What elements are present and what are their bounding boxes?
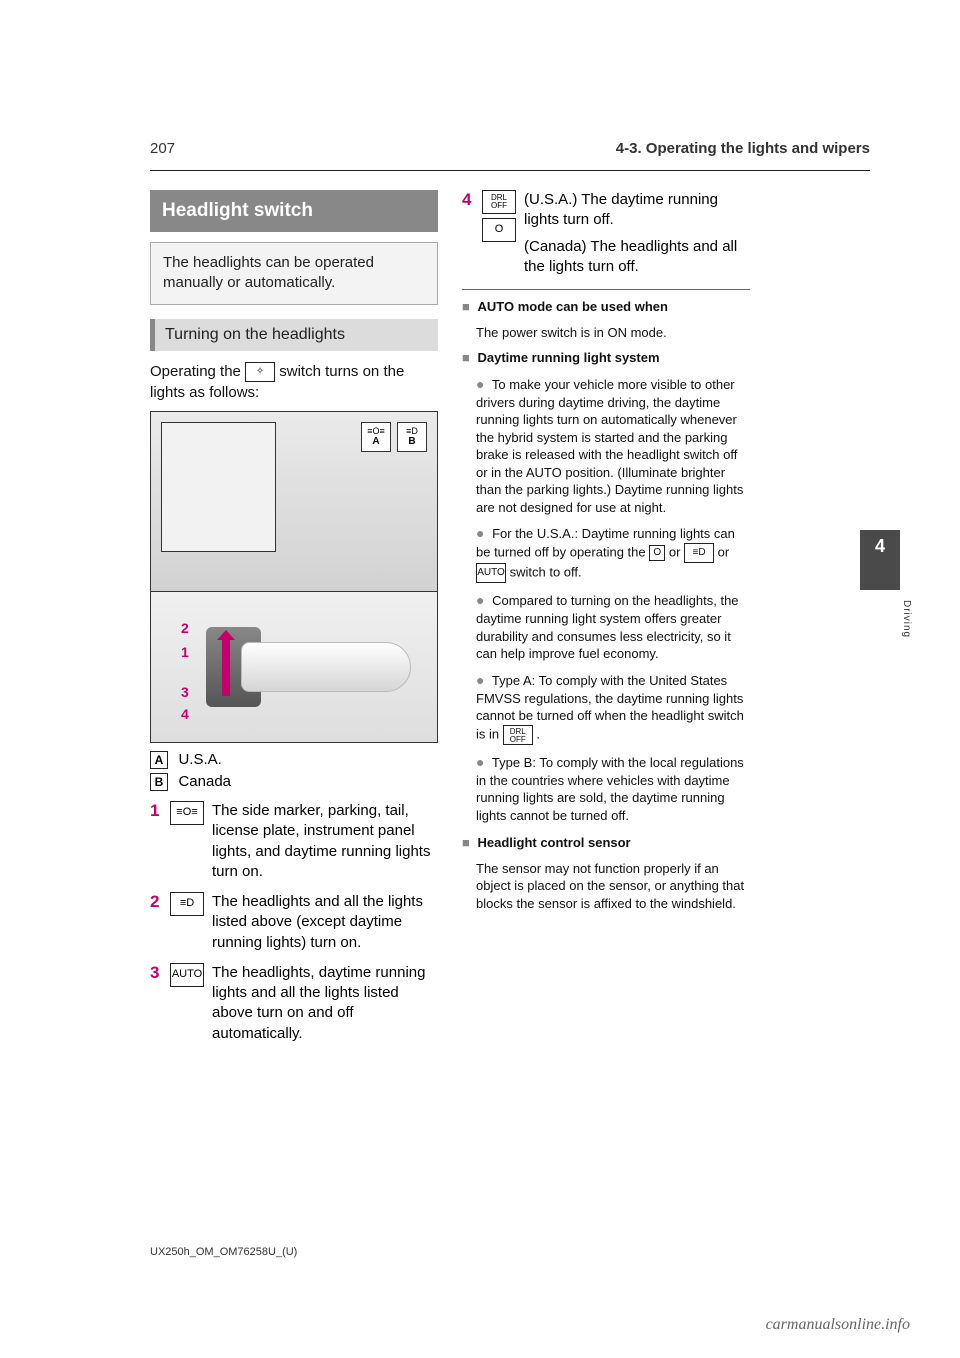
- dot-bullet-icon: ●: [476, 672, 484, 688]
- square-bullet-icon: ■: [462, 350, 470, 365]
- auto-mode-body: The power switch is in ON mode.: [476, 324, 750, 342]
- off-circle-icon: O: [649, 545, 665, 561]
- chapter-tab-caption: Driving: [901, 600, 912, 638]
- chapter-tab-number: 4: [860, 536, 900, 557]
- drl-off-icon: DRL OFF: [482, 190, 516, 214]
- label-usa: U.S.A.: [178, 751, 221, 768]
- light-icon: ✧: [245, 362, 275, 382]
- off-circle-icon: O: [482, 218, 516, 242]
- sensor-title: Headlight control sensor: [477, 835, 630, 850]
- figure-badge-a: ≡O≡ A: [361, 422, 391, 452]
- drl-heading: ■ Daytime running light system: [462, 349, 750, 367]
- figure-inset: [161, 422, 276, 552]
- figure-label-2: 2: [181, 620, 189, 636]
- list-item-1: 1 ≡O≡ The side marker, parking, tail, li…: [150, 801, 438, 882]
- compliance-a-tail: .: [536, 726, 540, 741]
- headlight-icon: ≡D: [170, 892, 204, 916]
- item-2-num: 2: [150, 892, 166, 953]
- square-bullet-icon: ■: [462, 835, 470, 850]
- dot-bullet-icon: ●: [476, 525, 484, 541]
- lead-text: Operating the ✧ switch turns on the ligh…: [150, 361, 438, 403]
- badge-b-letter: B: [398, 436, 426, 447]
- figure-badge-b: ≡D B: [397, 422, 427, 452]
- item-4-num: 4: [462, 190, 478, 277]
- right-column: 4 DRL OFF O (U.S.A.) The daytime running…: [462, 190, 750, 1048]
- page-number: 207: [150, 140, 175, 157]
- stalk-shape: [241, 642, 411, 692]
- figure-label-4: 4: [181, 706, 189, 722]
- dot-bullet-icon: ●: [476, 376, 484, 392]
- subsection-title: Turning on the headlights: [150, 319, 438, 351]
- compliance-b-text: Type B: To comply with the local regulat…: [476, 755, 744, 823]
- headlight-icon: ≡D: [684, 543, 714, 563]
- badge-a-glyph: ≡O≡: [362, 426, 390, 436]
- item-2-text: The headlights and all the lights listed…: [212, 893, 423, 951]
- drl-title: Daytime running light system: [477, 350, 659, 365]
- drl-bullet-off: ● For the U.S.A.: Daytime running lights…: [476, 524, 750, 583]
- item-3-num: 3: [150, 963, 166, 1044]
- intro-box: The headlights can be operated manually …: [150, 242, 438, 305]
- sensor-heading: ■ Headlight control sensor: [462, 834, 750, 852]
- letter-box-a: A: [150, 751, 168, 769]
- letter-row-a: A U.S.A.: [150, 751, 438, 769]
- chapter-tab: 4: [860, 530, 900, 590]
- item-1-num: 1: [150, 801, 166, 882]
- dot-bullet-icon: ●: [476, 754, 484, 770]
- item-4-text-a: (U.S.A.) The daytime running lights turn…: [524, 190, 750, 231]
- left-column: Headlight switch The headlights can be o…: [150, 190, 438, 1048]
- auto-icon: AUTO: [170, 963, 204, 987]
- drl-benefit: ● Compared to turning on the headlights,…: [476, 591, 750, 663]
- list-item-3: 3 AUTO The headlights, daytime running l…: [150, 963, 438, 1044]
- badge-a-letter: A: [362, 436, 390, 447]
- header-rule: [150, 170, 870, 171]
- drl-bullet-1: ● To make your vehicle more visible to o…: [476, 375, 750, 517]
- parking-light-icon: ≡O≡: [170, 801, 204, 825]
- auto-mode-title: AUTO mode can be used when: [477, 299, 667, 314]
- auto-icon: AUTO: [476, 563, 506, 583]
- drl-bullet-1-text: To make your vehicle more visible to oth…: [476, 377, 743, 515]
- letter-row-b: B Canada: [150, 773, 438, 791]
- badge-b-glyph: ≡D: [398, 426, 426, 436]
- list-item-4: 4 DRL OFF O (U.S.A.) The daytime running…: [462, 190, 750, 277]
- list-item-2: 2 ≡D The headlights and all the lights l…: [150, 892, 438, 953]
- letter-box-b: B: [150, 773, 168, 791]
- figure-upper: ≡O≡ A ≡D B: [151, 412, 437, 592]
- compliance-a: ● Type A: To comply with the United Stat…: [476, 671, 750, 745]
- figure-label-3: 3: [181, 684, 189, 700]
- label-canada: Canada: [178, 773, 231, 790]
- compliance-b: ● Type B: To comply with the local regul…: [476, 753, 750, 825]
- page-header: 207 4-3. Operating the lights and wipers: [150, 140, 870, 157]
- manual-page: 207 4-3. Operating the lights and wipers…: [0, 0, 960, 1358]
- dot-bullet-icon: ●: [476, 592, 484, 608]
- content-columns: Headlight switch The headlights can be o…: [150, 190, 750, 1048]
- drl-off-icon: DRL OFF: [503, 725, 533, 745]
- item-1-text: The side marker, parking, tail, license …: [212, 802, 430, 880]
- sensor-body: The sensor may not function properly if …: [476, 860, 750, 913]
- drl-bullet-2-tail: switch to off.: [510, 565, 582, 580]
- drl-benefit-text: Compared to turning on the headlights, t…: [476, 593, 739, 661]
- lead-pre: Operating the: [150, 363, 245, 380]
- figure: ≡O≡ A ≡D B 2 1 3 4: [150, 411, 438, 743]
- section-title: Headlight switch: [150, 190, 438, 232]
- divider: [462, 289, 750, 290]
- item-3-text: The headlights, daytime running lights a…: [212, 964, 425, 1042]
- source-model: UX250h_OM_OM76258U_(U): [150, 1246, 297, 1258]
- item-4-text-b: (Canada) The headlights and all the ligh…: [524, 237, 750, 278]
- breadcrumb: 4-3. Operating the lights and wipers: [616, 140, 870, 157]
- figure-label-1: 1: [181, 644, 189, 660]
- auto-mode-heading: ■ AUTO mode can be used when: [462, 298, 750, 316]
- footer-watermark: carmanualsonline.info: [766, 1316, 910, 1334]
- square-bullet-icon: ■: [462, 299, 470, 314]
- stalk-arrow: [219, 630, 233, 704]
- figure-lower: 2 1 3 4: [151, 592, 437, 742]
